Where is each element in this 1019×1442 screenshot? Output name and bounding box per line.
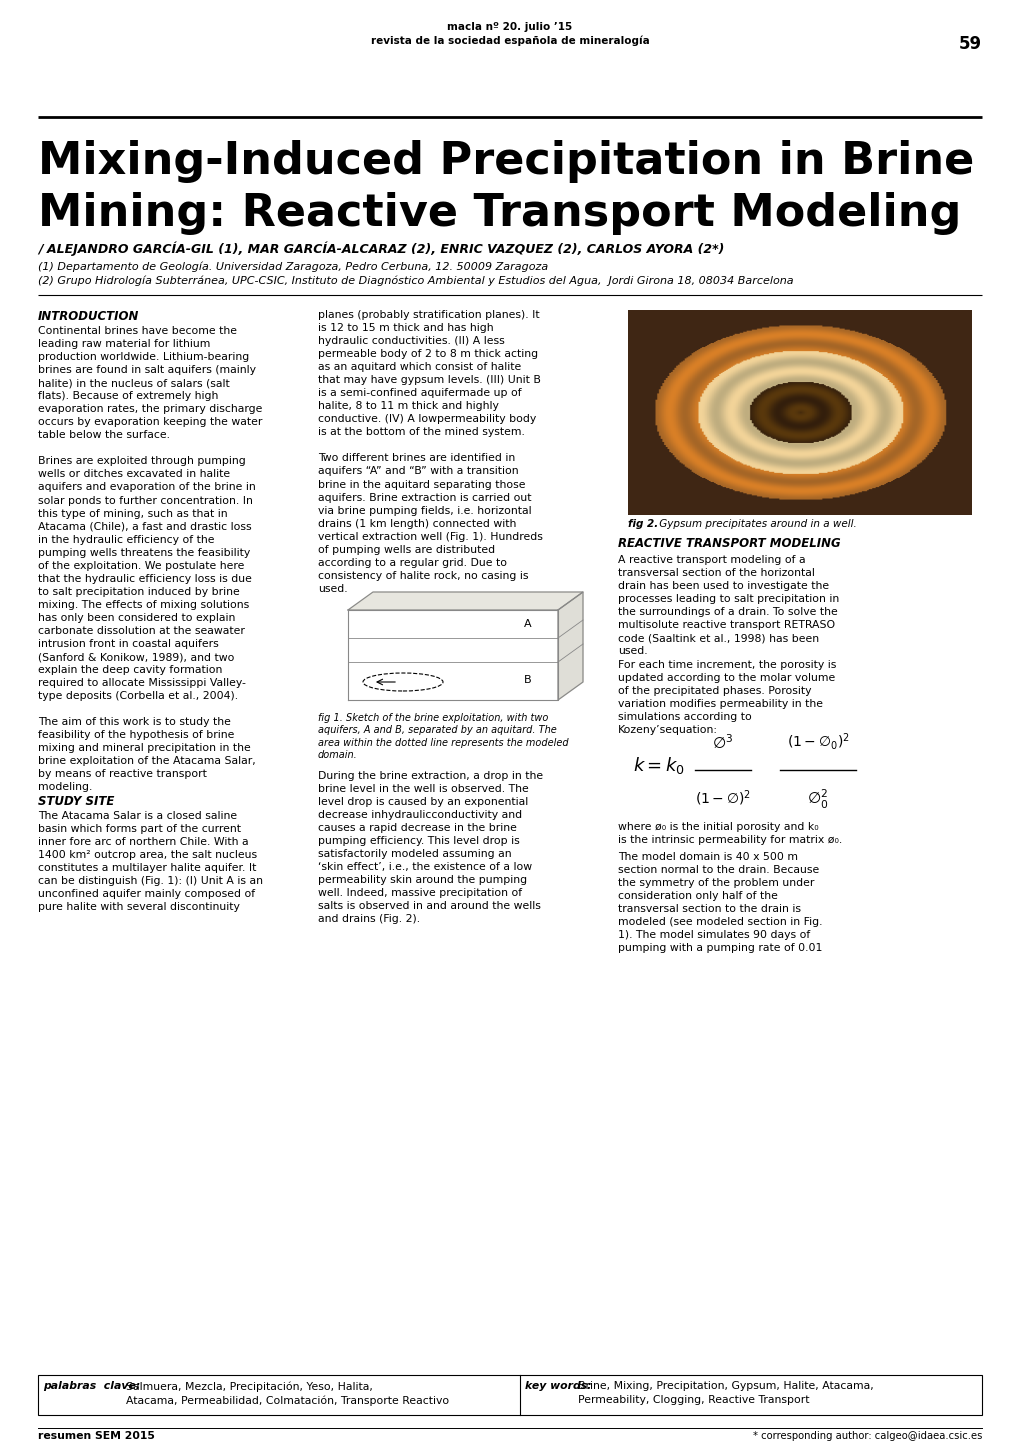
Text: For each time increment, the porosity is
updated according to the molar volume
o: For each time increment, the porosity is…	[618, 660, 836, 735]
Text: Mining: Reactive Transport Modeling: Mining: Reactive Transport Modeling	[38, 192, 961, 235]
Text: Atacama, Permeabilidad, Colmatación, Transporte Reactivo: Atacama, Permeabilidad, Colmatación, Tra…	[126, 1394, 448, 1406]
Text: planes (probably stratification planes). It
is 12 to 15 m thick and has high
hyd: planes (probably stratification planes).…	[318, 310, 542, 594]
Text: / ALEJANDRO GARCÍA-GIL (1), MAR GARCÍA-ALCARAZ (2), ENRIC VAZQUEZ (2), CARLOS AY: / ALEJANDRO GARCÍA-GIL (1), MAR GARCÍA-A…	[38, 242, 723, 257]
Text: REACTIVE TRANSPORT MODELING: REACTIVE TRANSPORT MODELING	[618, 536, 840, 549]
Text: $(1-\varnothing)^2$: $(1-\varnothing)^2$	[694, 787, 750, 808]
Text: revista de la sociedad española de mineralogía: revista de la sociedad española de miner…	[370, 35, 649, 46]
Text: B: B	[524, 675, 531, 685]
Text: * corresponding author: calgeo@idaea.csic.es: * corresponding author: calgeo@idaea.csi…	[752, 1430, 981, 1441]
Text: Salmuera, Mezcla, Precipitación, Yeso, Halita,: Salmuera, Mezcla, Precipitación, Yeso, H…	[126, 1381, 373, 1392]
Text: key words:: key words:	[525, 1381, 595, 1392]
Text: (1) Departamento de Geología. Universidad Zaragoza, Pedro Cerbuna, 12. 50009 Zar: (1) Departamento de Geología. Universida…	[38, 262, 548, 273]
Text: During the brine extraction, a drop in the
brine level in the well is observed. : During the brine extraction, a drop in t…	[318, 771, 542, 924]
Polygon shape	[347, 593, 583, 610]
Text: palabras  clave:: palabras clave:	[43, 1381, 144, 1392]
Text: $\varnothing^3$: $\varnothing^3$	[711, 734, 733, 751]
Text: (2) Grupo Hidrología Subterránea, UPC-CSIC, Instituto de Diagnóstico Ambiental y: (2) Grupo Hidrología Subterránea, UPC-CS…	[38, 275, 793, 286]
Text: $\varnothing_0^2$: $\varnothing_0^2$	[806, 787, 828, 812]
Bar	[38, 1376, 981, 1415]
Text: Mixing-Induced Precipitation in Brine: Mixing-Induced Precipitation in Brine	[38, 140, 973, 183]
Text: A: A	[524, 619, 531, 629]
Text: $k = k_0$: $k = k_0$	[633, 756, 685, 776]
Text: Permeability, Clogging, Reactive Transport: Permeability, Clogging, Reactive Transpo…	[578, 1394, 809, 1405]
Text: A reactive transport modeling of a
transversal section of the horizontal
drain h: A reactive transport modeling of a trans…	[618, 555, 839, 656]
Text: fig 1. Sketch of the brine exploitation, with two
aquifers, A and B, separated b: fig 1. Sketch of the brine exploitation,…	[318, 712, 568, 760]
Text: fig 2.: fig 2.	[628, 519, 657, 529]
Text: resumen SEM 2015: resumen SEM 2015	[38, 1430, 155, 1441]
Text: Gypsum precipitates around in a well.: Gypsum precipitates around in a well.	[655, 519, 856, 529]
Text: Brine, Mixing, Precipitation, Gypsum, Halite, Atacama,: Brine, Mixing, Precipitation, Gypsum, Ha…	[578, 1381, 873, 1392]
Text: STUDY SITE: STUDY SITE	[38, 795, 114, 808]
Text: The model domain is 40 x 500 m
section normal to the drain. Because
the symmetry: The model domain is 40 x 500 m section n…	[618, 852, 821, 953]
Text: INTRODUCTION: INTRODUCTION	[38, 310, 140, 323]
Polygon shape	[557, 593, 583, 699]
Text: Continental brines have become the
leading raw material for lithium
production w: Continental brines have become the leadi…	[38, 326, 262, 793]
Text: $(1-\varnothing_0)^2$: $(1-\varnothing_0)^2$	[786, 731, 849, 751]
Text: macla nº 20. julio ’15: macla nº 20. julio ’15	[447, 22, 572, 32]
Text: The Atacama Salar is a closed saline
basin which forms part of the current
inner: The Atacama Salar is a closed saline bas…	[38, 810, 263, 913]
Text: where ø₀ is the initial porosity and k₀
is the intrinsic permeability for matrix: where ø₀ is the initial porosity and k₀ …	[618, 822, 842, 845]
Text: 59: 59	[958, 35, 981, 53]
